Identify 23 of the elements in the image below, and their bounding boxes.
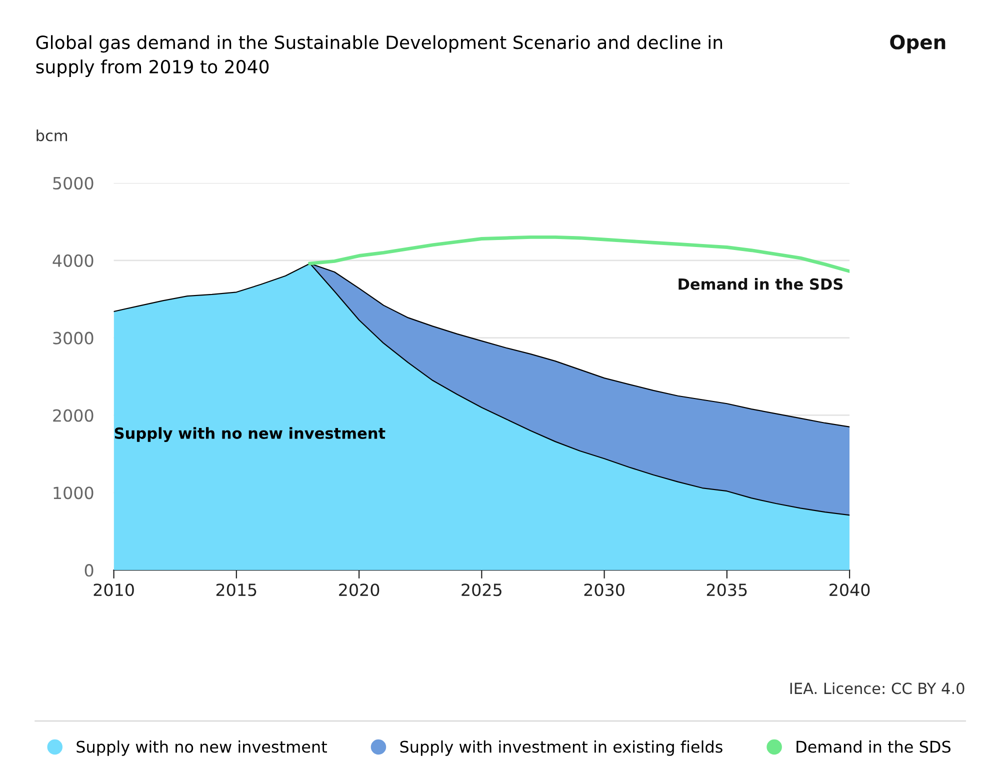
y-tick-label: 2000: [53, 409, 94, 422]
y-axis-title: bcm: [36, 129, 67, 142]
x-tick-label: 2025: [462, 584, 502, 596]
text: IEA. Licence: CC BY 4.0: [790, 682, 964, 694]
x-tick-label: 2015: [216, 584, 256, 596]
x-tick-label: 2035: [706, 584, 747, 596]
chart-title: Global gas demand in the Sustainable Development Scenario and decline in supply from 2019 to 2040: [36, 35, 722, 77]
legend-label: Supply with no new investment: [76, 740, 327, 756]
annotation: Supply with no new investment: [114, 427, 386, 442]
legend-label: Demand in the SDS: [796, 740, 950, 753]
annotation: Demand in the SDS: [678, 278, 843, 290]
y-tick-label: 1000: [54, 486, 94, 500]
y-tick-label: 3000: [53, 332, 94, 344]
x-tick-label: 2040: [830, 584, 870, 596]
line-series: [308, 235, 850, 273]
y-tick-label: 0: [84, 564, 94, 577]
text: Open: [890, 34, 946, 54]
y-tick-label: 5000: [53, 176, 94, 190]
legend-label: Supply with investment in existing fields: [400, 740, 722, 756]
y-tick-label: 4000: [52, 254, 94, 267]
x-tick-label: 2020: [339, 584, 380, 596]
x-tick-label: 2010: [94, 584, 134, 596]
x-tick-label: 2030: [584, 584, 624, 596]
